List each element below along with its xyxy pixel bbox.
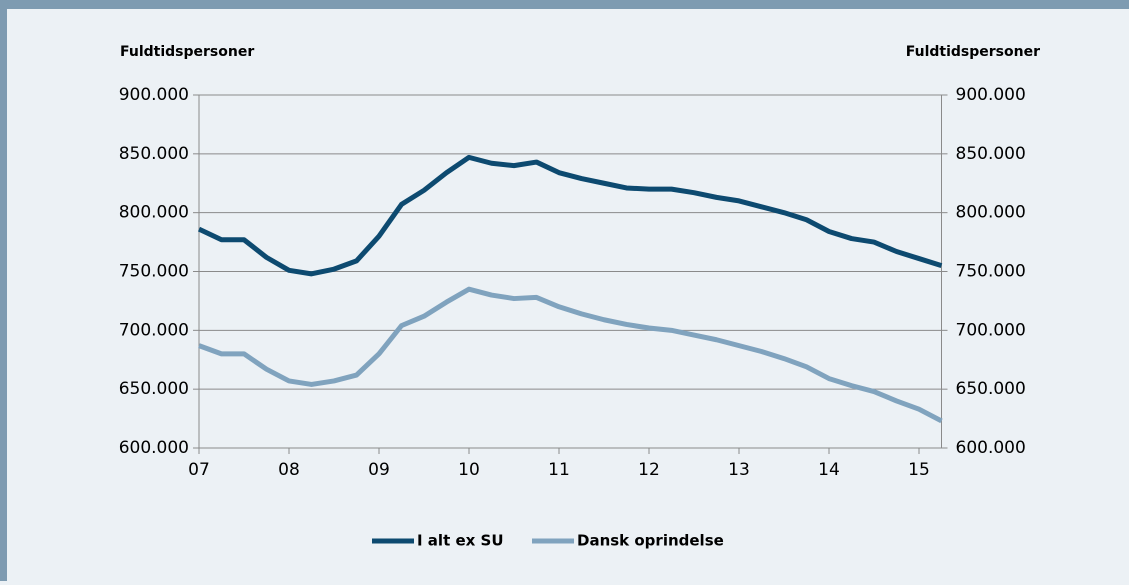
x-tick-label: 13 (728, 460, 750, 480)
y2-tick-label: 700.000 (956, 320, 1026, 340)
y-tick-label: 700.000 (119, 320, 189, 340)
x-tick-label: 15 (908, 460, 930, 480)
legend-label: I alt ex SU (417, 532, 504, 550)
y2-tick-label: 650.000 (956, 379, 1026, 399)
x-tick-label: 09 (368, 460, 390, 480)
series-line (198, 286, 943, 424)
x-tick-label: 11 (548, 460, 570, 480)
y-axis-title: Fuldtidspersoner (120, 44, 254, 60)
header-bar (0, 0, 1129, 9)
y2-tick-label: 750.000 (956, 262, 1026, 282)
x-tick-label: 14 (818, 460, 840, 480)
y2-tick-label: 800.000 (956, 203, 1026, 223)
x-tick-label: 07 (188, 460, 210, 480)
y-tick-label: 800.000 (119, 203, 189, 223)
y2-tick-label: 600.000 (956, 438, 1026, 458)
y-tick-label: 750.000 (119, 262, 189, 282)
x-tick-label: 12 (638, 460, 660, 480)
y-tick-label: 650.000 (119, 379, 189, 399)
x-tick-label: 08 (278, 460, 300, 480)
y-tick-label: 900.000 (119, 85, 189, 105)
y2-tick-label: 900.000 (956, 85, 1026, 105)
series-line (197, 154, 943, 277)
y-tick-label: 600.000 (119, 438, 189, 458)
x-tick-label: 10 (458, 460, 480, 480)
y2-tick-label: 850.000 (956, 144, 1026, 164)
left-border (0, 0, 7, 581)
legend-label: Dansk oprindelse (577, 532, 724, 550)
y2-axis-title: Fuldtidspersoner (906, 44, 1040, 60)
y-tick-label: 850.000 (119, 144, 189, 164)
